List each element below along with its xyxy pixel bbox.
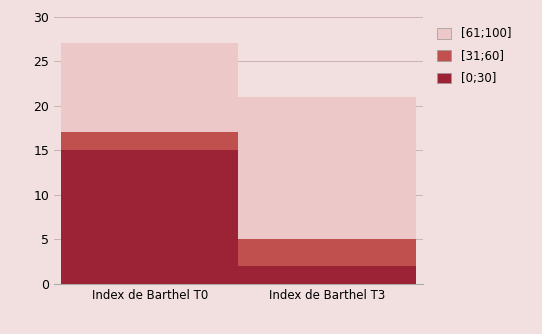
Legend: [61;100], [31;60], [0;30]: [61;100], [31;60], [0;30] bbox=[433, 23, 516, 90]
Bar bbox=[61, 150, 238, 284]
Bar bbox=[61, 133, 238, 150]
Bar bbox=[238, 97, 416, 239]
Bar bbox=[238, 266, 416, 284]
Bar bbox=[238, 239, 416, 266]
Bar bbox=[61, 43, 238, 133]
